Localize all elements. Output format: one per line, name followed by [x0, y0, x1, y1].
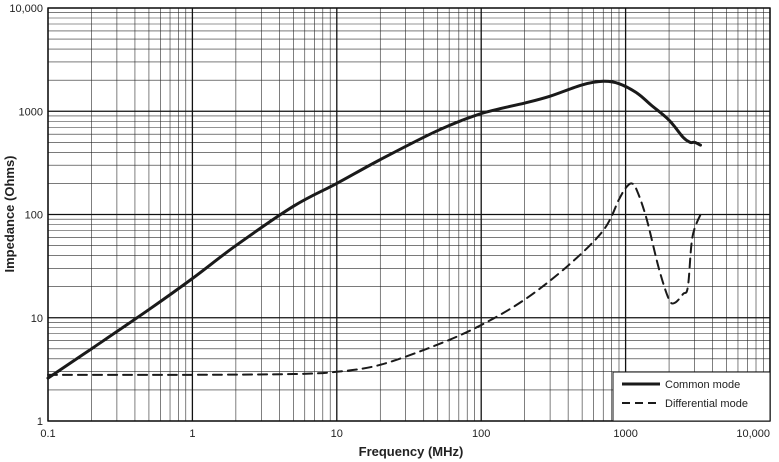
- legend-label-differential-mode: Differential mode: [665, 398, 748, 410]
- plot-frame: [47, 7, 771, 422]
- x-tick-label: 10: [331, 428, 343, 440]
- series-line-common-mode: [46, 79, 702, 380]
- y-axis-label: Impedance (Ohms): [2, 155, 17, 272]
- x-tick-labels: 0.1 1 10 100 1000 10,000: [40, 428, 770, 440]
- y-tick-label: 10,000: [9, 3, 43, 15]
- y-tick-labels: 1 10 100 1000 10,000: [9, 3, 43, 428]
- legend-label-common-mode: Common mode: [665, 379, 740, 391]
- x-tick-label: 0.1: [40, 428, 55, 440]
- y-tick-label: 1: [37, 416, 43, 428]
- series-line-differential-mode: [47, 182, 702, 376]
- x-tick-label: 100: [472, 428, 490, 440]
- legend: Common mode Differential mode: [612, 371, 771, 422]
- y-tick-label: 100: [25, 210, 43, 222]
- y-tick-label: 1000: [19, 106, 43, 118]
- y-tick-label: 10: [31, 313, 43, 325]
- x-axis-label: Frequency (MHz): [359, 444, 464, 459]
- x-tick-label: 1: [189, 428, 195, 440]
- legend-box: [612, 371, 771, 422]
- series-layer: [46, 79, 702, 380]
- x-tick-label: 10,000: [736, 428, 770, 440]
- x-tick-label: 1000: [613, 428, 637, 440]
